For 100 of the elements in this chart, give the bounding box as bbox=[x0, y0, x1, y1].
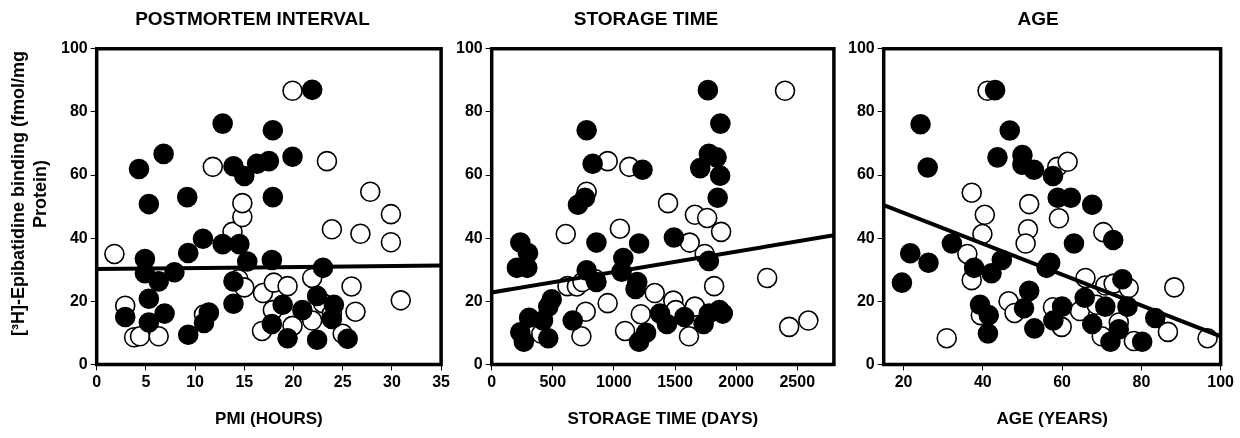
point bbox=[138, 288, 160, 310]
x-tick-label: 100 bbox=[1207, 373, 1235, 391]
point bbox=[941, 233, 963, 254]
point bbox=[657, 192, 679, 214]
x-tick-label: 0 bbox=[92, 373, 102, 391]
y-tick-label: 20 bbox=[856, 291, 875, 309]
y-tick-label: 0 bbox=[78, 354, 88, 372]
point bbox=[774, 80, 796, 102]
x-tick-label: 30 bbox=[383, 373, 401, 391]
point bbox=[1063, 233, 1085, 254]
point bbox=[586, 232, 607, 253]
point bbox=[1157, 321, 1179, 343]
point bbox=[282, 80, 303, 102]
x-axis-title: AGE (YEARS) bbox=[996, 409, 1108, 429]
y-tick-label: 100 bbox=[455, 39, 483, 57]
point bbox=[223, 271, 244, 292]
point bbox=[703, 275, 725, 297]
point bbox=[321, 308, 343, 330]
x-axis-title: PMI (HOURS) bbox=[215, 409, 323, 429]
point bbox=[176, 186, 198, 208]
y-tick-label: 0 bbox=[473, 354, 483, 372]
x-tick-label: 1500 bbox=[657, 373, 693, 391]
point bbox=[1081, 313, 1103, 335]
point bbox=[198, 302, 220, 323]
point bbox=[212, 233, 233, 255]
point bbox=[984, 79, 1006, 101]
point bbox=[1018, 193, 1040, 215]
point bbox=[1074, 287, 1095, 309]
point bbox=[706, 147, 727, 168]
point bbox=[963, 257, 985, 279]
point bbox=[917, 157, 938, 178]
x-tick-label: 20 bbox=[894, 373, 913, 391]
y-tick-label: 100 bbox=[60, 39, 88, 57]
point bbox=[778, 316, 800, 338]
point bbox=[138, 193, 160, 215]
x-tick-label: 25 bbox=[333, 373, 352, 391]
point bbox=[292, 299, 313, 321]
y-axis-title: [³H]-Epibatidine binding (fmol/mg Protein) bbox=[7, 50, 51, 339]
point bbox=[306, 285, 328, 307]
point bbox=[576, 119, 597, 141]
point bbox=[148, 326, 169, 347]
point bbox=[555, 223, 577, 245]
point bbox=[707, 187, 728, 209]
point bbox=[710, 113, 731, 134]
point bbox=[261, 313, 283, 335]
x-tick-label: 500 bbox=[539, 373, 567, 391]
point bbox=[635, 322, 657, 344]
point bbox=[306, 329, 328, 351]
point bbox=[301, 79, 323, 101]
point bbox=[128, 158, 150, 180]
point bbox=[632, 159, 653, 180]
point bbox=[574, 187, 596, 209]
point bbox=[518, 307, 540, 328]
point bbox=[1163, 277, 1185, 298]
point bbox=[891, 272, 913, 293]
point bbox=[154, 303, 175, 324]
point bbox=[999, 120, 1021, 141]
point bbox=[709, 165, 731, 186]
x-axis-title: STORAGE TIME (DAYS) bbox=[567, 409, 759, 429]
point bbox=[223, 293, 244, 315]
point bbox=[987, 147, 1008, 168]
point bbox=[513, 331, 535, 352]
point bbox=[148, 271, 169, 292]
x-tick-label: 80 bbox=[1132, 373, 1151, 391]
point bbox=[1081, 194, 1103, 216]
y-tick-label: 20 bbox=[69, 291, 88, 309]
point bbox=[202, 156, 224, 178]
y-tick-label: 40 bbox=[69, 228, 88, 246]
point bbox=[1024, 318, 1045, 339]
point bbox=[282, 146, 303, 168]
y-tick-label: 40 bbox=[856, 228, 875, 246]
point bbox=[1057, 151, 1078, 173]
y-tick-label: 60 bbox=[69, 165, 88, 183]
point bbox=[1042, 165, 1064, 187]
chart-title: AGE bbox=[1017, 7, 1059, 29]
point bbox=[978, 304, 1000, 326]
point bbox=[571, 326, 592, 347]
point bbox=[663, 227, 685, 248]
point bbox=[277, 275, 298, 297]
point bbox=[628, 233, 650, 254]
x-tick-label: 1000 bbox=[596, 373, 632, 391]
point bbox=[359, 181, 381, 203]
point bbox=[272, 294, 293, 316]
point bbox=[674, 306, 695, 328]
point bbox=[177, 242, 199, 264]
point bbox=[562, 310, 584, 331]
point bbox=[212, 113, 233, 134]
x-tick-label: 5 bbox=[141, 373, 151, 391]
point bbox=[1131, 331, 1153, 352]
y-tick-label: 80 bbox=[464, 102, 483, 120]
point bbox=[1015, 233, 1036, 254]
x-tick-label: 20 bbox=[284, 373, 303, 391]
point bbox=[1013, 297, 1035, 319]
x-tick-label: 40 bbox=[973, 373, 992, 391]
y-tick-label: 80 bbox=[69, 102, 88, 120]
point bbox=[262, 119, 284, 141]
point bbox=[644, 282, 666, 304]
point bbox=[229, 233, 250, 255]
x-tick-label: 2000 bbox=[718, 373, 755, 391]
point bbox=[696, 207, 718, 229]
